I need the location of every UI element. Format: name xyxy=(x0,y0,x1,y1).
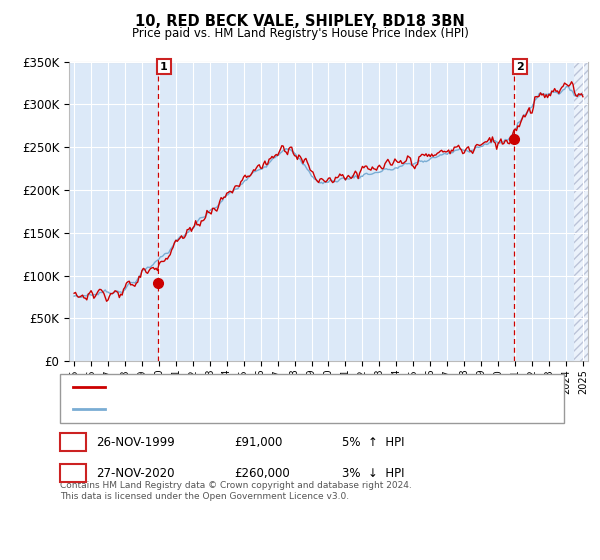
Text: 26-NOV-1999: 26-NOV-1999 xyxy=(96,436,175,449)
Text: 2: 2 xyxy=(516,62,524,72)
Text: 10, RED BECK VALE, SHIPLEY, BD18 3BN: 10, RED BECK VALE, SHIPLEY, BD18 3BN xyxy=(135,14,465,29)
Text: 2: 2 xyxy=(69,466,77,480)
Text: 1: 1 xyxy=(69,436,77,449)
Text: 1: 1 xyxy=(160,62,168,72)
Text: This data is licensed under the Open Government Licence v3.0.: This data is licensed under the Open Gov… xyxy=(60,492,349,501)
Text: 5%  ↑  HPI: 5% ↑ HPI xyxy=(342,436,404,449)
Text: 10, RED BECK VALE, SHIPLEY, BD18 3BN (detached house): 10, RED BECK VALE, SHIPLEY, BD18 3BN (de… xyxy=(112,382,417,393)
Text: £91,000: £91,000 xyxy=(234,436,283,449)
Text: 3%  ↓  HPI: 3% ↓ HPI xyxy=(342,466,404,480)
Text: Contains HM Land Registry data © Crown copyright and database right 2024.: Contains HM Land Registry data © Crown c… xyxy=(60,481,412,490)
Text: £260,000: £260,000 xyxy=(234,466,290,480)
Text: 27-NOV-2020: 27-NOV-2020 xyxy=(96,466,175,480)
Text: HPI: Average price, detached house, Bradford: HPI: Average price, detached house, Brad… xyxy=(112,404,350,414)
Text: Price paid vs. HM Land Registry's House Price Index (HPI): Price paid vs. HM Land Registry's House … xyxy=(131,27,469,40)
